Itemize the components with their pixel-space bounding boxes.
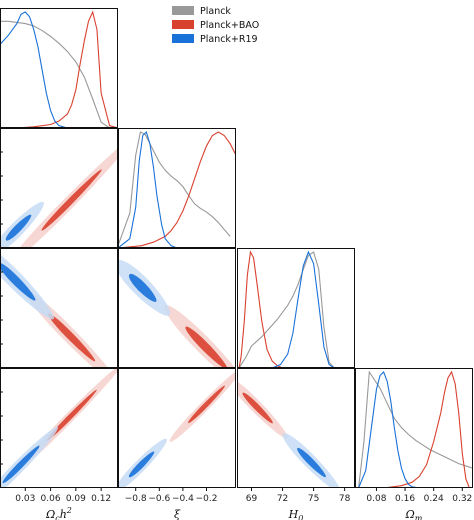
marginal-planck-r19-H0 xyxy=(271,250,335,368)
marginal-planck-H0 xyxy=(238,251,335,368)
axis-labels: 0.03 0.06 0.09 0.12 −0.8 −0.6 −0.4 −0.2 69 72 75 78… xyxy=(15,494,472,520)
contour-planck-r19-xi-Om xyxy=(118,438,167,488)
contour-planck-r19-H0-Om xyxy=(282,433,340,488)
contour-level-68 xyxy=(48,313,96,362)
contour-level-95 xyxy=(0,426,58,488)
x-tick-label-Om-0: 0.08 xyxy=(366,494,386,504)
marginal-planck-bao-xi xyxy=(118,131,236,248)
contour-level-68 xyxy=(0,262,36,301)
panel-frame-2-0 xyxy=(0,248,118,368)
contour-level-68 xyxy=(242,392,273,424)
marginal-planck-r19-Om xyxy=(358,371,420,488)
x-tick-label-Om-3: 0.32 xyxy=(452,494,472,504)
panel-frame-1-1 xyxy=(118,128,236,248)
x-tick-label-Om-2: 0.24 xyxy=(424,494,444,504)
panel-frames xyxy=(0,8,473,488)
panel-frame-2-2 xyxy=(237,248,355,368)
contour-level-68 xyxy=(2,445,40,484)
contour-level-68 xyxy=(297,447,326,478)
legend-label-planck-r19: Planck+R19 xyxy=(200,34,258,45)
contour-level-68 xyxy=(46,389,97,441)
marginal-planck-r19-och2 xyxy=(0,11,76,128)
contour-planck-r19-xi-H0 xyxy=(118,259,171,316)
legend-swatch-planck xyxy=(172,6,194,15)
contour-planck-bao-xi-Om xyxy=(169,371,236,442)
panel-frame-3-0 xyxy=(0,368,118,488)
axis-label-Om: Ωm xyxy=(405,508,423,520)
contour-level-68 xyxy=(128,451,155,478)
contour-planck-bao-xi-H0 xyxy=(164,305,236,368)
legend-swatch-planck-bao xyxy=(172,20,194,29)
x-tick-label-xi-2: −0.4 xyxy=(172,494,194,504)
panel-frame-1-0 xyxy=(0,128,118,248)
contour-planck-r19-och2-xi xyxy=(0,201,44,248)
panel-frame-3-1 xyxy=(118,368,236,488)
x-tick-label-Om-1: 0.16 xyxy=(395,494,415,504)
marginal-planck-Om xyxy=(358,370,473,488)
panel-frame-2-1 xyxy=(118,248,236,368)
panel-frame-3-2 xyxy=(237,368,355,488)
x-tick-label-xi-1: −0.6 xyxy=(148,494,170,504)
marginal-planck-bao-och2 xyxy=(0,10,118,128)
marginal-planck-xi xyxy=(118,131,231,246)
legend-label-planck: Planck xyxy=(200,6,231,17)
contour-level-68 xyxy=(188,385,225,424)
marginal-planck-r19-xi xyxy=(118,130,183,248)
contour-planck-r19-och2-Om xyxy=(0,426,58,488)
axis-label-och2: Ωch2 xyxy=(45,506,72,520)
contour-level-68 xyxy=(5,214,32,241)
tick-marks xyxy=(0,151,463,491)
x-tick-label-H0-3: 78 xyxy=(339,494,351,504)
panel-frame-3-3 xyxy=(355,368,473,488)
x-tick-label-xi-0: −0.8 xyxy=(125,494,147,504)
x-tick-label-och2-2: 0.09 xyxy=(66,494,86,504)
marginal-planck-bao-Om xyxy=(383,370,470,488)
x-tick-label-och2-3: 0.12 xyxy=(91,494,111,504)
contour-planck-r19-och2-H0 xyxy=(0,254,54,320)
legend-label-planck-bao: Planck+BAO xyxy=(200,20,259,31)
contour-level-68 xyxy=(128,273,157,302)
x-tick-label-H0-1: 72 xyxy=(277,494,288,504)
x-tick-label-och2-0: 0.03 xyxy=(15,494,35,504)
contour-level-68 xyxy=(185,326,228,368)
x-tick-label-xi-3: −0.2 xyxy=(196,494,218,504)
x-tick-label-H0-2: 75 xyxy=(308,494,319,504)
legend-swatch-planck-r19 xyxy=(172,34,194,43)
x-tick-label-och2-1: 0.06 xyxy=(41,494,61,504)
contour-planck-bao-H0-Om xyxy=(237,381,288,439)
axis-label-H0: H0 xyxy=(288,508,304,520)
axis-label-xi: ξ xyxy=(174,508,181,520)
panel-frame-0-0 xyxy=(0,8,118,128)
contour-level-95 xyxy=(0,254,54,320)
legend: Planck Planck+BAO Planck+R19 xyxy=(172,6,259,45)
contour-level-68 xyxy=(41,169,102,231)
marginals-layer xyxy=(0,10,473,488)
contour-level-95 xyxy=(19,148,118,248)
contours-layer xyxy=(0,148,340,488)
contour-planck-bao-och2-xi xyxy=(19,148,118,248)
marginal-planck-och2 xyxy=(0,20,118,128)
x-tick-label-H0-0: 69 xyxy=(246,494,258,504)
